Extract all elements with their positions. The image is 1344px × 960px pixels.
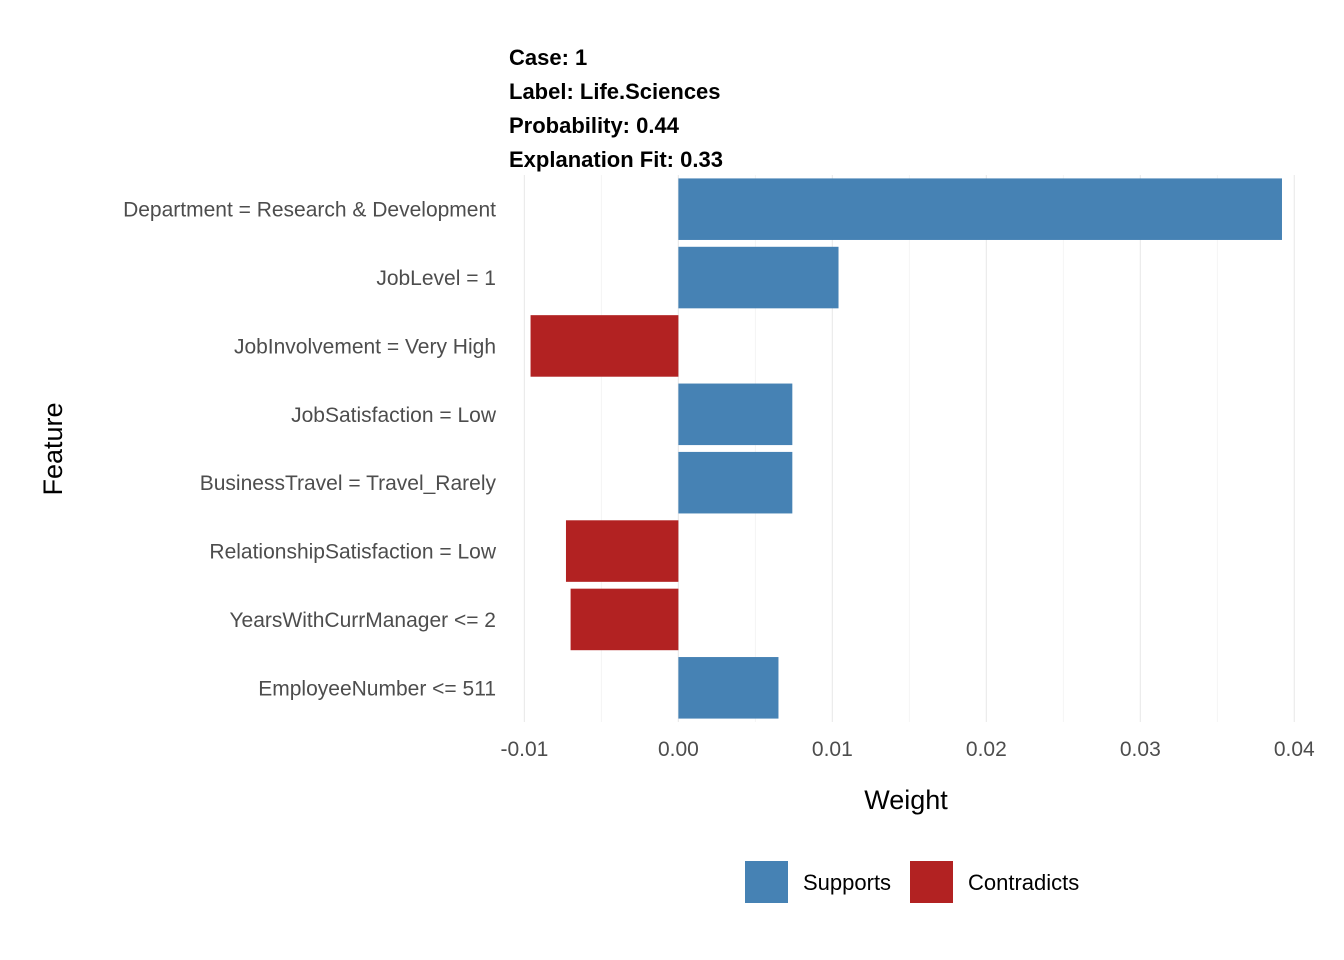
y-tick-label: Department = Research & Development [123, 199, 496, 222]
x-tick-label: 0.00 [658, 738, 699, 761]
bar-contradicts [530, 315, 679, 377]
title-explanation-fit: Explanation Fit: 0.33 [509, 147, 723, 172]
legend-key-contradicts [910, 861, 953, 903]
y-tick-label: JobInvolvement = Very High [234, 335, 496, 358]
y-tick-label: EmployeeNumber <= 511 [258, 677, 496, 700]
x-tick-label: 0.02 [966, 738, 1007, 761]
y-tick-labels: Department = Research & Development JobLe… [123, 199, 497, 701]
bar-supports [678, 657, 779, 719]
bar-supports [678, 383, 793, 446]
y-tick-label: YearsWithCurrManager <= 2 [229, 609, 496, 632]
bars [530, 178, 1282, 719]
legend-key-supports [745, 861, 788, 903]
bar-contradicts [565, 520, 679, 582]
bar-supports [678, 178, 1282, 240]
y-tick-label: JobSatisfaction = Low [291, 404, 497, 427]
y-axis-title: Feature [38, 402, 68, 495]
y-tick-label: RelationshipSatisfaction = Low [209, 541, 496, 564]
x-tick-label: -0.01 [500, 738, 548, 761]
title-case: Case: 1 [509, 45, 587, 70]
x-axis-title: Weight [864, 785, 948, 815]
x-tick-label: 0.03 [1120, 738, 1161, 761]
legend: Supports Contradicts [745, 861, 1079, 903]
bar-supports [678, 246, 839, 309]
x-tick-label: 0.01 [812, 738, 853, 761]
chart-title: Case: 1 Label: Life.Sciences Probability… [509, 45, 723, 172]
x-tick-labels: -0.01 0.00 0.01 0.02 0.03 0.04 [500, 738, 1315, 761]
legend-label-supports: Supports [803, 870, 891, 895]
x-tick-label: 0.04 [1274, 738, 1315, 761]
bar-supports [678, 451, 793, 514]
y-tick-label: BusinessTravel = Travel_Rarely [200, 472, 497, 495]
bar-contradicts [570, 588, 679, 651]
legend-label-contradicts: Contradicts [968, 870, 1079, 895]
title-label: Label: Life.Sciences [509, 79, 721, 104]
y-tick-label: JobLevel = 1 [376, 267, 496, 290]
title-probability: Probability: 0.44 [509, 113, 680, 138]
